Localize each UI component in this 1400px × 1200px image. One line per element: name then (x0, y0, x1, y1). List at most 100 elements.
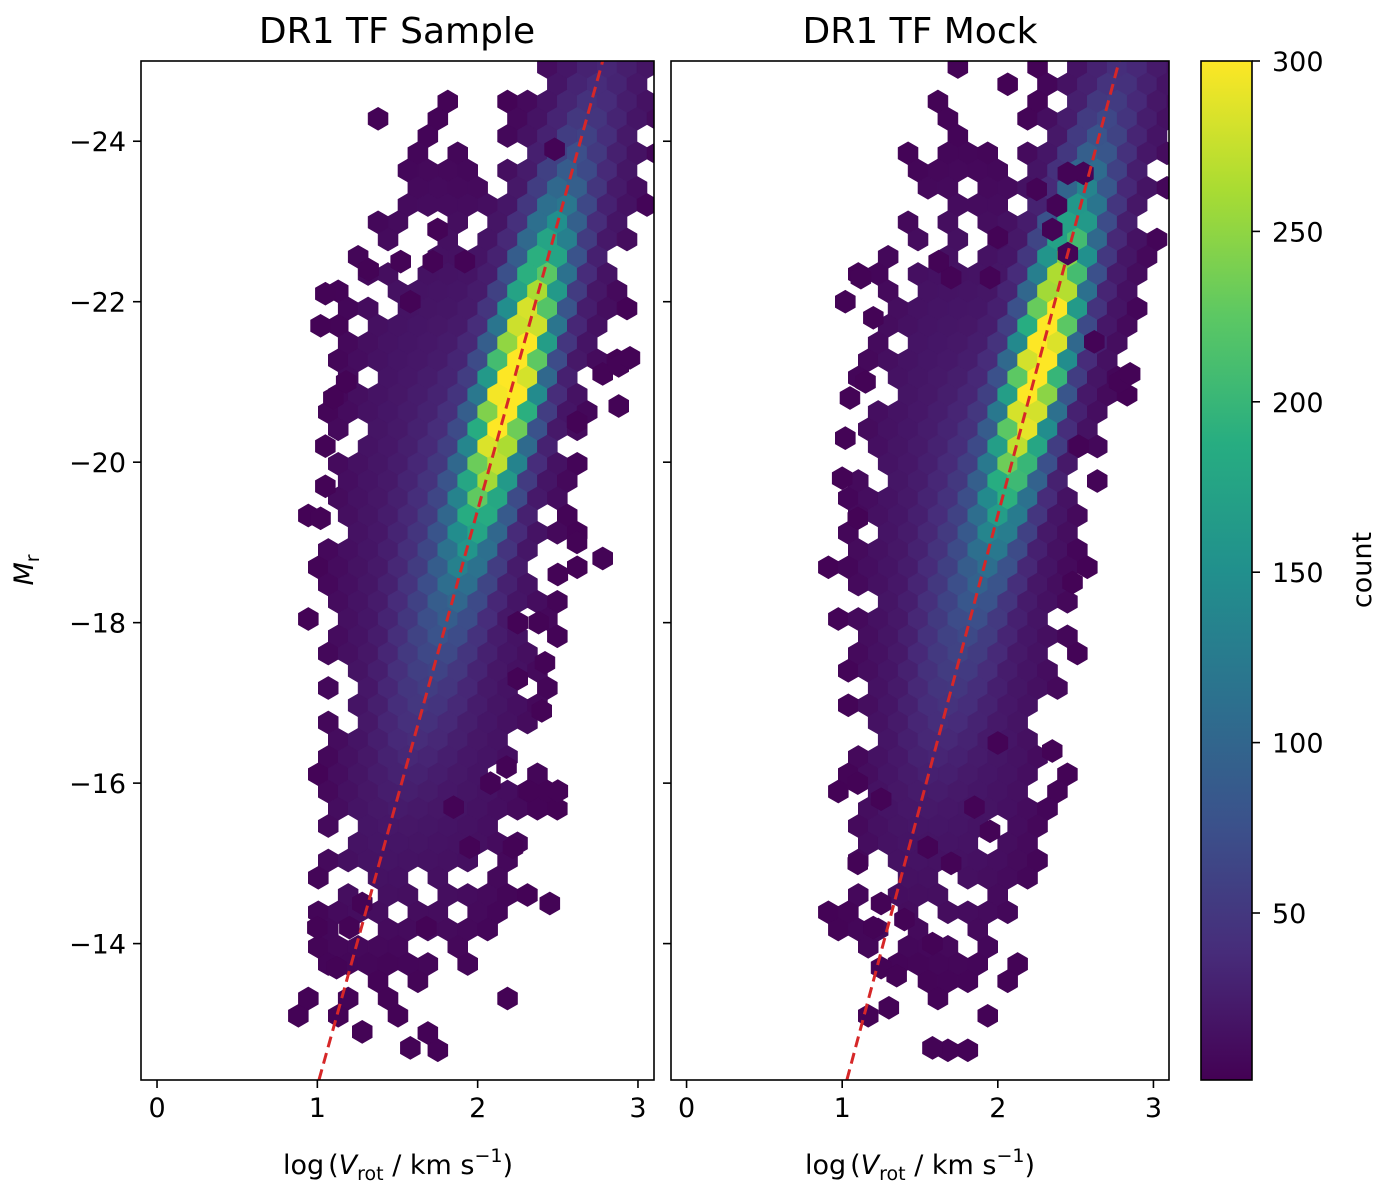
hexbin-cell (502, 835, 524, 860)
hexbin-cell (636, 193, 654, 217)
hexbin-cell (870, 891, 892, 916)
y-tick-label: −16 (69, 769, 126, 800)
hexbin-cell (835, 289, 856, 314)
hexbin-cell (818, 555, 839, 580)
hexbin-cell (315, 281, 336, 306)
panel-mock: DR1 TF Mock 0 1 2 3 log (Vrot / km s−1) (663, 11, 1170, 1185)
hexbin-cell (457, 952, 478, 976)
hexbin-cell (517, 883, 538, 907)
hexbin-cell (427, 217, 448, 242)
hexbin-cell (1119, 362, 1141, 386)
hexbin-cell (1166, 61, 1169, 75)
hexbin-cell (518, 779, 540, 803)
hexbin-cell (480, 771, 501, 795)
chart-title: DR1 TF Mock (803, 11, 1038, 52)
hexbin-cell (863, 915, 884, 940)
hexbin-cell (1068, 434, 1089, 458)
hexbin-cell (997, 969, 1018, 994)
hexbin-cell (390, 249, 411, 274)
hexbin-cell (1077, 555, 1098, 580)
hexbin-cell (310, 313, 331, 338)
hexbin-cell (863, 305, 884, 330)
x-tick-label: 3 (1145, 1093, 1162, 1124)
hexbin-cell (547, 562, 569, 587)
hexbin-cell (298, 607, 319, 631)
hexbin-cell (328, 1003, 349, 1028)
hexbin-cell (507, 666, 528, 691)
y-axis: −24 −22 −20 −18 −16 −14 (69, 127, 141, 961)
hexbin-cell (1062, 570, 1083, 595)
hexbin-cell (387, 1003, 409, 1028)
colorbar-tick-label: 50 (1272, 899, 1306, 930)
x-axis-label: log (Vrot / km s−1) (805, 1145, 1035, 1185)
y-axis (663, 140, 671, 945)
hexbin-cell (1156, 175, 1169, 200)
hexbin-cell (443, 795, 464, 820)
hexbin-cell (964, 795, 985, 820)
hexbin-cell (339, 915, 360, 940)
hexbin-cell (847, 506, 868, 531)
hexbin-cell (928, 249, 949, 274)
hexbin-cell (947, 61, 969, 79)
hexbin-cell (544, 137, 565, 162)
hexbin-cell (422, 249, 443, 274)
hexbin-cell (531, 699, 552, 723)
hexbin-cell (1057, 161, 1079, 186)
x-tick-label: 1 (309, 1093, 326, 1124)
hexbin-cell (987, 225, 1009, 250)
hexbin-cell (335, 370, 357, 394)
hexbin-cell (1087, 469, 1108, 493)
hexbin-cell (1084, 329, 1105, 354)
hexbin-cell (315, 434, 336, 458)
colorbar: 50 100 150 200 250 300 count (1200, 47, 1378, 1081)
colorbar-tick-label: 300 (1272, 47, 1324, 78)
hexbin-cell (323, 386, 344, 410)
hexbin-cell (646, 143, 654, 164)
axes-frame (670, 60, 1170, 1081)
x-axis: 0 1 2 3 (678, 1080, 1162, 1124)
hexbin-cell (1017, 865, 1038, 890)
hexbin-cell (907, 227, 929, 252)
hexbin-cell (917, 835, 938, 860)
hexbin-cell (927, 986, 949, 1011)
hexbin-cell (1047, 676, 1068, 700)
hexbin-cell (847, 851, 868, 876)
colorbar-tick-label: 250 (1272, 217, 1324, 248)
hexbin-cell (835, 426, 856, 450)
hexbin-cell (979, 265, 1001, 290)
colorbar-tick-label: 150 (1272, 558, 1324, 589)
hexbin-cell (1026, 177, 1047, 202)
fit-line (317, 61, 605, 1080)
hexbin-layer (288, 61, 654, 1063)
x-tick-label: 2 (989, 1093, 1006, 1124)
colorbar-tick-label: 200 (1272, 388, 1324, 419)
hexbin-cell (539, 891, 561, 916)
colorbar-gradient (1200, 60, 1253, 1081)
hexbin-cell (377, 227, 399, 252)
y-tick-label: −14 (69, 930, 126, 961)
y-tick-label: −22 (69, 288, 126, 319)
x-axis: 0 1 2 3 (148, 1080, 647, 1124)
hexbin-cell (839, 386, 861, 410)
x-axis-label: log (Vrot / km s−1) (283, 1145, 513, 1185)
hexbin-cell (979, 819, 1001, 844)
hexbin-cell (367, 106, 389, 131)
hexbin-cell (400, 289, 421, 314)
hexbin-cell (528, 610, 549, 635)
hexbin-cell (997, 72, 1018, 97)
x-tick-label: 3 (629, 1093, 646, 1124)
hexbin-cell (308, 865, 329, 890)
hexbin-cell (307, 915, 328, 940)
y-tick-label: −18 (69, 609, 126, 640)
hexbin-cell (567, 555, 588, 580)
y-tick-label: −20 (69, 448, 126, 479)
hexbin-cell (566, 410, 588, 434)
hexbin-cell (894, 907, 915, 932)
hexbin-cell (534, 650, 556, 675)
hexbin-cell (507, 610, 528, 635)
hexbin-cell (326, 955, 347, 980)
hexbin-cell (400, 1036, 421, 1060)
hexbin-layer (818, 61, 1169, 1063)
hexbin-cell (547, 624, 568, 649)
hexbin-cell (592, 546, 613, 571)
